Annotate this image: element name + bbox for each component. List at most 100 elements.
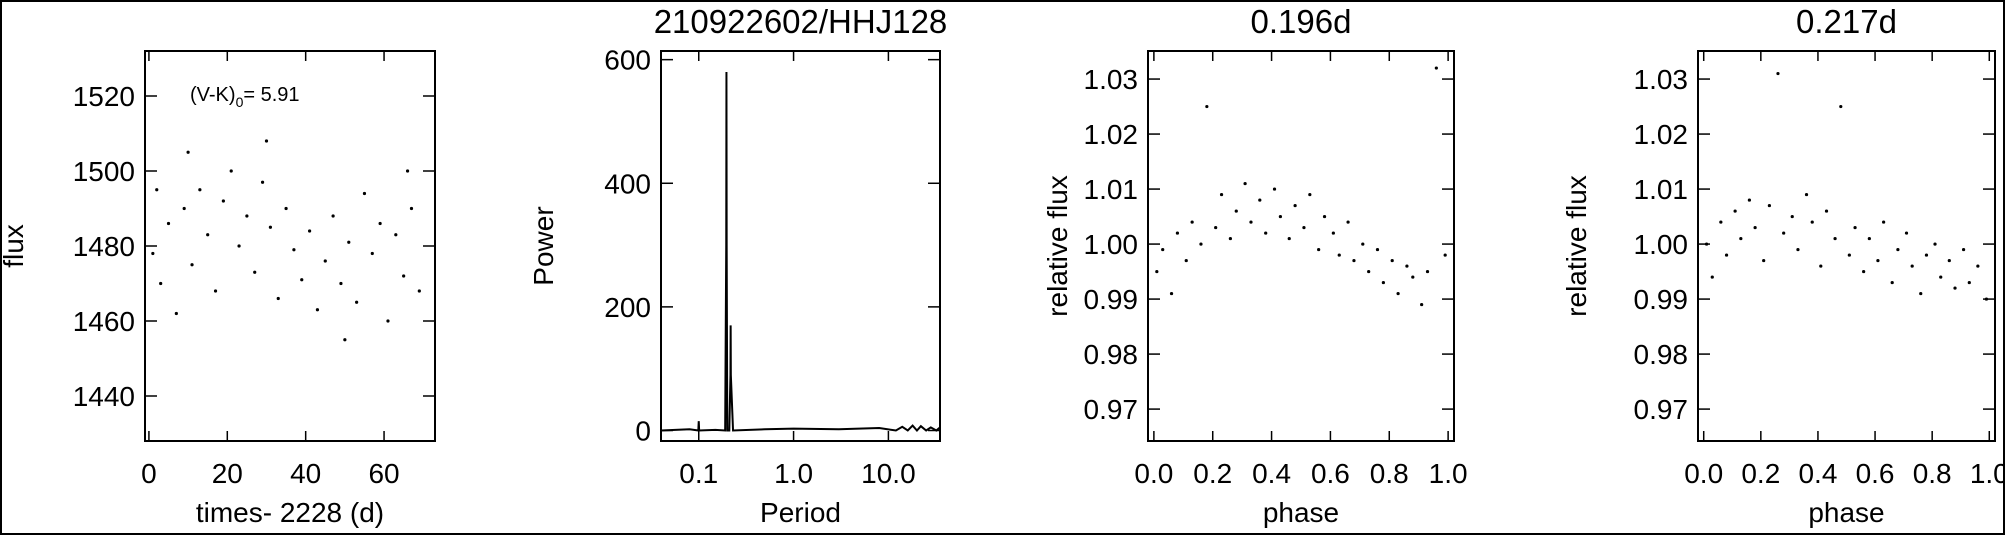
point — [268, 225, 273, 229]
point — [1390, 258, 1394, 263]
point — [343, 338, 347, 342]
point — [1420, 302, 1424, 307]
point — [1249, 220, 1253, 224]
point — [1214, 225, 1218, 230]
point — [1175, 231, 1180, 235]
point — [1810, 220, 1814, 224]
point — [339, 281, 343, 286]
x-tick-label: 0.1 — [679, 458, 718, 489]
y-tick-label: 1.00 — [1084, 229, 1139, 260]
x-tick-label: 0.2 — [1193, 458, 1232, 489]
point — [174, 311, 178, 316]
y-tick-label: 1460 — [73, 306, 135, 337]
y-tick-label: 0.98 — [1084, 339, 1139, 370]
point — [1890, 280, 1894, 285]
point — [1839, 104, 1843, 109]
annotation: (V-K)0= 5.91 — [190, 84, 300, 110]
point — [362, 191, 367, 196]
point — [1762, 258, 1766, 263]
point — [1976, 264, 1980, 268]
point — [1434, 66, 1438, 70]
point — [1381, 280, 1385, 285]
point — [1337, 253, 1341, 257]
chart-title: 210922602/HHJ128 — [654, 3, 948, 40]
point — [1824, 209, 1829, 213]
y-tick-label: 1.03 — [1084, 64, 1139, 95]
point — [1352, 258, 1356, 263]
x-axis-label: phase — [1808, 497, 1884, 528]
point — [1739, 236, 1743, 241]
point — [1896, 247, 1900, 252]
y-tick-label: 1440 — [73, 381, 135, 412]
point — [151, 251, 155, 256]
x-tick-label: 0.4 — [1252, 458, 1291, 489]
y-tick-label: 0.99 — [1634, 284, 1689, 315]
point — [237, 244, 241, 248]
point — [1375, 247, 1380, 252]
point — [284, 206, 288, 211]
point — [1804, 192, 1809, 197]
point — [198, 188, 202, 192]
y-tick-label: 1.02 — [1634, 119, 1689, 150]
point — [1346, 220, 1350, 224]
point — [1704, 242, 1709, 246]
point — [378, 221, 382, 226]
point — [1984, 297, 1989, 301]
point — [264, 139, 269, 143]
point — [1724, 253, 1729, 257]
y-axis-label: relative flux — [1561, 175, 1592, 317]
point — [1939, 275, 1943, 279]
point — [276, 296, 280, 301]
point — [1264, 231, 1268, 235]
point — [206, 233, 210, 237]
point — [260, 180, 265, 184]
point — [1331, 231, 1335, 235]
point — [1278, 214, 1283, 219]
point — [186, 150, 190, 154]
x-tick-label: 60 — [368, 458, 399, 489]
y-tick-label: 1.03 — [1634, 64, 1689, 95]
point — [1719, 220, 1723, 224]
point — [1361, 242, 1365, 246]
point — [1228, 236, 1232, 241]
point — [1367, 269, 1371, 274]
point — [1425, 269, 1430, 274]
point — [1867, 236, 1871, 241]
point — [300, 278, 304, 282]
point — [1947, 258, 1951, 263]
point — [182, 206, 186, 211]
annotation-text: = 5.91 — [243, 84, 299, 106]
annotation-text: (V-K) — [190, 84, 236, 106]
point — [1322, 214, 1327, 219]
point — [1967, 280, 1971, 285]
y-tick-label: 600 — [604, 45, 651, 76]
point — [409, 206, 414, 211]
point — [159, 281, 163, 286]
x-tick-label: 0.2 — [1741, 458, 1780, 489]
x-tick-label: 0.6 — [1856, 458, 1895, 489]
y-tick-label: 200 — [604, 292, 651, 323]
point — [323, 259, 327, 263]
point — [1753, 225, 1757, 230]
plot-frame — [1697, 50, 1996, 442]
point — [1796, 247, 1800, 252]
y-tick-label: 1.02 — [1084, 119, 1139, 150]
point — [221, 199, 225, 203]
x-tick-label: 0.8 — [1913, 458, 1952, 489]
point — [370, 251, 374, 256]
point — [1293, 203, 1297, 208]
point — [292, 248, 296, 252]
point — [1924, 253, 1929, 257]
point — [1782, 231, 1786, 235]
x-axis-label: Period — [760, 497, 841, 528]
y-tick-label: 1.00 — [1634, 229, 1689, 260]
line — [660, 72, 941, 432]
point — [1302, 225, 1306, 230]
point — [1405, 264, 1409, 268]
point — [1243, 181, 1247, 186]
point — [1710, 275, 1714, 279]
point — [1953, 286, 1957, 290]
point — [405, 169, 410, 173]
